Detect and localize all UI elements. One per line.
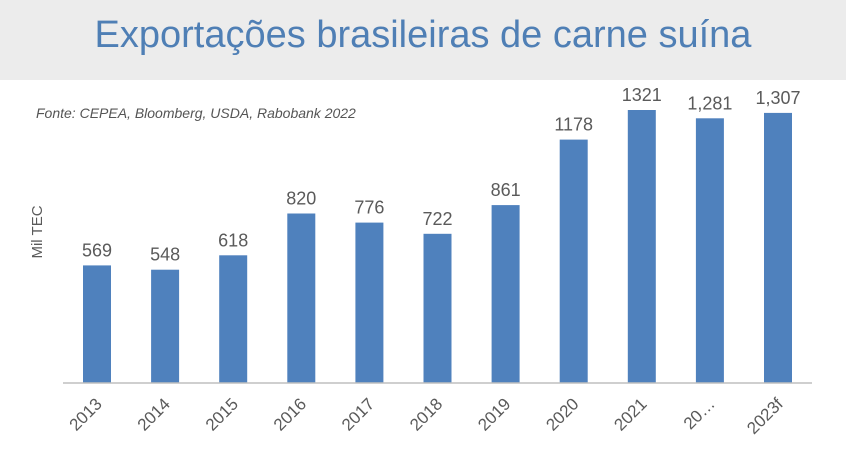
bar-2013	[83, 265, 111, 383]
title-band	[0, 0, 846, 80]
bar-2014	[151, 269, 180, 383]
value-label-2017: 776	[354, 198, 384, 218]
bar-2023f	[764, 112, 792, 384]
x-tick-label: 2016	[270, 394, 310, 434]
bar-2016	[287, 213, 316, 383]
source-note: Fonte: CEPEA, Bloomberg, USDA, Rabobank …	[36, 105, 356, 121]
x-tick-label: 2023f	[743, 394, 787, 438]
bar-20…	[695, 118, 724, 384]
value-label-2020: 1178	[554, 115, 593, 135]
bar-2017	[355, 222, 384, 383]
x-tick-label: 2019	[474, 394, 514, 434]
x-tick-label: 2013	[66, 394, 106, 434]
y-axis-label: Mil TEC	[29, 205, 46, 258]
bar-2019	[491, 205, 520, 383]
value-label-2019: 861	[491, 180, 521, 200]
value-label-20…: 1,281	[687, 93, 732, 113]
bar-2021	[627, 110, 656, 383]
value-labels-group: 569 548 618 820 776 722 861 1178 1321 1,281 1,307	[82, 85, 801, 265]
chart-title: Exportações brasileiras de carne suína	[94, 14, 752, 56]
tick-labels-group: 2013 2014 2015 2016 2017 2018 2019 2020 2021 20… 2…	[66, 394, 787, 438]
value-label-2015: 618	[218, 230, 248, 250]
value-label-2014: 548	[150, 245, 180, 265]
value-label-2018: 722	[422, 209, 452, 229]
x-tick-label: 2015	[202, 394, 242, 434]
value-label-2016: 820	[286, 189, 316, 209]
x-tick-label: 2018	[406, 394, 446, 434]
x-tick-label: 20…	[680, 394, 719, 433]
x-tick-label: 2020	[542, 394, 582, 434]
bar-2015	[219, 255, 248, 383]
x-tick-label: 2014	[134, 394, 174, 434]
value-label-2023f: 1,307	[755, 88, 800, 108]
bar-2018	[423, 233, 452, 383]
bars-group	[83, 110, 792, 384]
x-tick-label: 2017	[338, 394, 378, 434]
value-label-2013: 569	[82, 240, 112, 260]
value-label-2021: 1321	[622, 85, 662, 105]
bar-2020	[559, 139, 588, 383]
x-tick-label: 2021	[610, 394, 650, 434]
